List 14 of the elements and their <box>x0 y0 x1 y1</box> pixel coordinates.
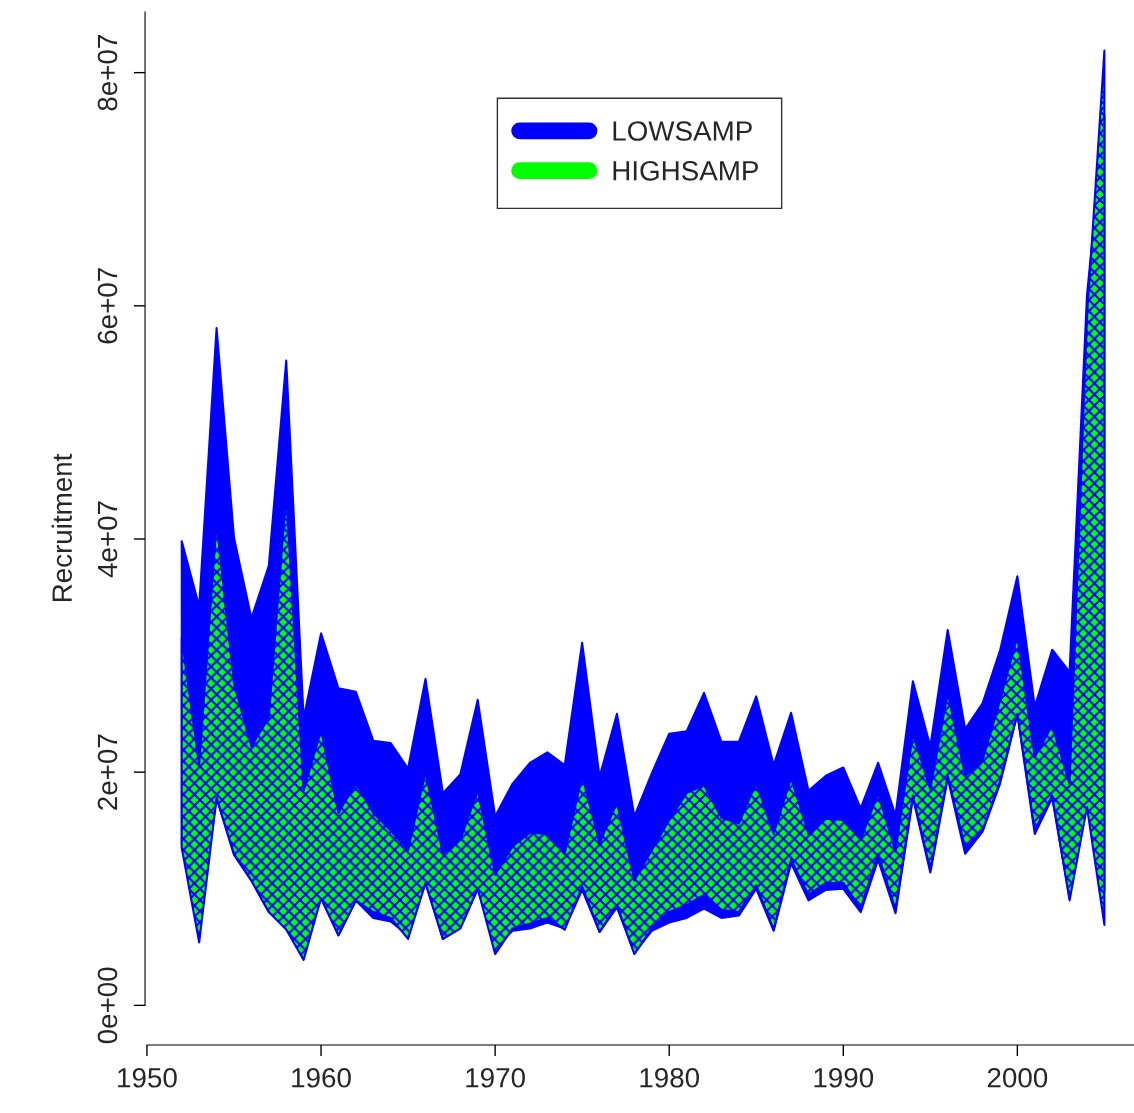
x-tick-label: 1990 <box>814 1067 874 1088</box>
x-tick-label: 2000 <box>987 1067 1048 1088</box>
y-axis-title: Recruitment <box>51 453 72 602</box>
x-tick-label: 1970 <box>466 1067 525 1088</box>
legend-label: HIGHSAMP <box>613 160 758 181</box>
x-tick-label: 1950 <box>118 1067 177 1088</box>
legend-label: LOWSAMP <box>613 121 752 141</box>
x-tick-label: 1980 <box>640 1067 700 1088</box>
y-tick-label: 4e+07 <box>97 501 118 578</box>
y-tick-label: 6e+07 <box>97 268 118 344</box>
y-tick-label: 0e+00 <box>97 967 118 1044</box>
y-tick-label: 8e+07 <box>97 35 118 111</box>
x-tick-label: 1960 <box>292 1067 351 1088</box>
y-tick-label: 2e+07 <box>97 734 118 810</box>
